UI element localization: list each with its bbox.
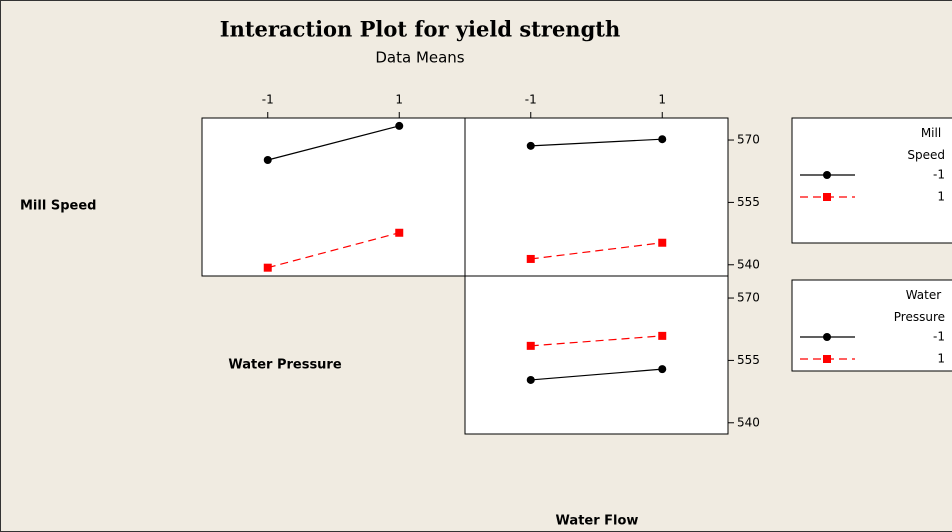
- panel: [201, 117, 466, 277]
- factor-label: Water Pressure: [228, 358, 342, 373]
- factor-label: Mill Speed: [20, 199, 96, 214]
- x-tick-label: 1: [395, 93, 403, 107]
- marker: [395, 121, 404, 130]
- y-tick-label: 540: [737, 415, 760, 429]
- legend-label: -1: [933, 168, 945, 182]
- legend-label: 1: [937, 190, 945, 204]
- y-tick-label: 555: [737, 353, 760, 367]
- marker: [658, 238, 667, 247]
- series-line: [530, 138, 663, 147]
- factor-label: Water Flow: [556, 514, 639, 529]
- marker: [658, 135, 667, 144]
- x-tick-label: -1: [262, 93, 274, 107]
- marker: [658, 331, 667, 340]
- marker: [263, 263, 272, 272]
- series-line: [267, 232, 400, 269]
- x-tick-label: -1: [525, 93, 537, 107]
- y-tick-label: 570: [737, 291, 760, 305]
- marker: [658, 365, 667, 374]
- legend: [791, 279, 952, 372]
- marker: [395, 228, 404, 237]
- panel: [464, 117, 729, 277]
- series-line: [530, 242, 663, 260]
- legend-marker: [823, 193, 831, 201]
- marker: [526, 341, 535, 350]
- chart-subtitle: Data Means: [375, 49, 464, 67]
- marker: [263, 155, 272, 164]
- legend-marker: [823, 171, 831, 179]
- series-line: [530, 335, 663, 347]
- panel: [464, 275, 729, 435]
- marker: [526, 375, 535, 384]
- series-line: [530, 368, 663, 381]
- legend-label: 1: [937, 352, 945, 366]
- x-tick-label: 1: [658, 93, 666, 107]
- legend-title: Mill Speed: [907, 126, 945, 162]
- y-tick-label: 570: [737, 133, 760, 147]
- legend-marker: [823, 355, 831, 363]
- marker: [526, 141, 535, 150]
- legend-marker: [823, 333, 831, 341]
- y-tick-label: 555: [737, 195, 760, 209]
- marker: [526, 254, 535, 263]
- series-line: [267, 125, 400, 161]
- legend-title: Water Pressure: [894, 288, 945, 324]
- legend: [791, 117, 952, 244]
- legend-label: -1: [933, 330, 945, 344]
- y-tick-label: 540: [737, 257, 760, 271]
- chart-title: Interaction Plot for yield strength: [220, 17, 620, 42]
